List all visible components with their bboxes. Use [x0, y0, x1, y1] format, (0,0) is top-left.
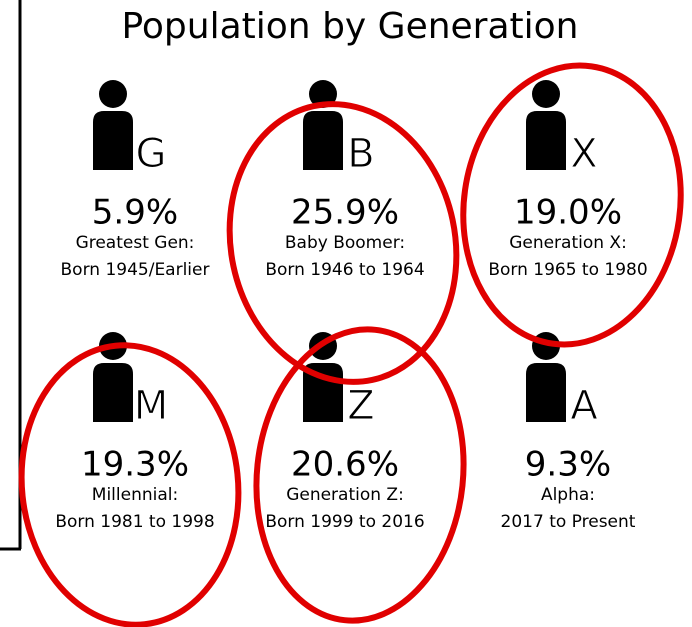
person-body [303, 111, 343, 170]
description: Generation Z: [286, 485, 404, 505]
generation-letter: X [570, 131, 597, 177]
description: Millennial: [92, 485, 178, 505]
description: Generation X: [509, 233, 627, 253]
generation-item: Z 20.6%Generation Z: Born 1999 to 2016 [265, 332, 425, 532]
description: Born 1965 to 1980 [488, 260, 647, 280]
person-body [93, 111, 133, 170]
generation-letter: B [347, 131, 374, 177]
description: Baby Boomer: [285, 233, 405, 253]
description: Born 1945/Earlier [61, 260, 210, 280]
generation-letter: G [136, 131, 167, 177]
highlight-ellipse [460, 62, 684, 348]
percent: 9.3% [525, 445, 611, 485]
percent: 5.9% [92, 193, 178, 233]
description: Born 1946 to 1964 [265, 260, 424, 280]
generation-letter: M [134, 383, 169, 429]
generation-item: B 25.9%Baby Boomer: Born 1946 to 1964 [265, 80, 425, 280]
highlight-ellipse [226, 101, 460, 385]
description: 2017 to Present [501, 512, 636, 532]
title: Population by Generation [121, 6, 578, 47]
person-head [99, 80, 127, 108]
percent: 19.0% [514, 193, 622, 233]
highlight-ellipse [18, 342, 242, 627]
highlights [18, 62, 684, 627]
generation-item: G 5.9%Greatest Gen: Born 1945/Earlier [61, 80, 210, 280]
person-head [532, 80, 560, 108]
generation-letter: Z [347, 383, 374, 429]
person-body [93, 363, 133, 422]
person-head [309, 80, 337, 108]
description: Born 1999 to 2016 [265, 512, 424, 532]
person-body [526, 363, 566, 422]
percent: 20.6% [291, 445, 399, 485]
percent: 25.9% [291, 193, 399, 233]
highlight-ellipse [253, 326, 467, 624]
generation-item: M 19.3%Millennial: Born 1981 to 1998 [55, 332, 215, 532]
generation-letter: A [570, 383, 598, 429]
generation-item: X 19.0%Generation X: Born 1965 to 1980 [488, 80, 648, 280]
description: Alpha: [541, 485, 595, 505]
person-body [526, 111, 566, 170]
description: Greatest Gen: [76, 233, 195, 253]
generation-item: A 9.3%Alpha: 2017 to Present [501, 332, 636, 532]
items: G 5.9%Greatest Gen: Born 1945/Earlier B 25.9… [55, 80, 648, 532]
percent: 19.3% [81, 445, 189, 485]
description: Born 1981 to 1998 [55, 512, 214, 532]
